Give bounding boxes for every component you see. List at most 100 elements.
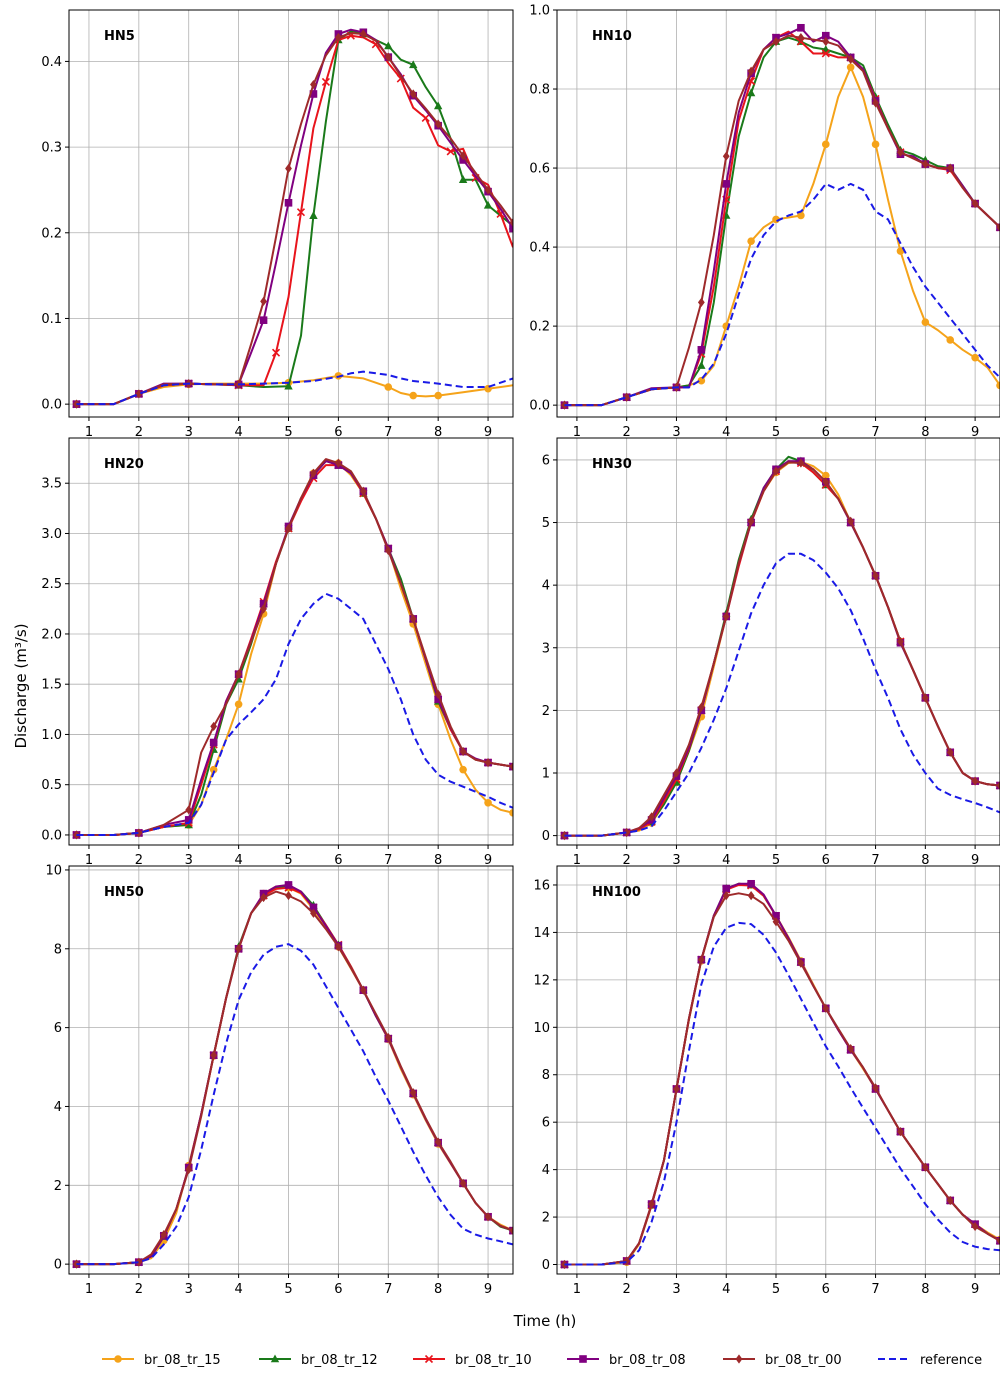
data-point-br_08_tr_15 bbox=[209, 765, 218, 774]
data-point-br_08_tr_00 bbox=[359, 985, 367, 995]
data-point-br_08_tr_00 bbox=[623, 392, 631, 402]
x-tick-label: 6 bbox=[822, 853, 830, 868]
data-point-br_08_tr_00 bbox=[921, 1162, 929, 1172]
y-tick-label: 0.0 bbox=[41, 828, 62, 843]
data-point-br_08_tr_00 bbox=[484, 185, 492, 195]
series-line-br_08_tr_00 bbox=[564, 34, 1000, 407]
x-tick-label: 8 bbox=[434, 1282, 442, 1297]
legend-item-br_08_tr_10: br_08_tr_10 bbox=[413, 1353, 532, 1368]
legend: br_08_tr_15 br_08_tr_12 br_08_tr_10 br_08_t… bbox=[102, 1353, 982, 1368]
y-tick-label: 2.5 bbox=[41, 577, 62, 592]
data-point-br_08_tr_15 bbox=[821, 471, 830, 480]
series-line-br_08_tr_12 bbox=[564, 36, 1000, 407]
x-tick-label: 7 bbox=[871, 1282, 879, 1297]
data-point-br_08_tr_15 bbox=[459, 765, 467, 774]
x-tick-label: 1 bbox=[85, 1282, 93, 1297]
legend-item-reference: reference bbox=[878, 1353, 982, 1368]
data-point-br_08_tr_08 bbox=[309, 90, 318, 98]
data-point-br_08_tr_00 bbox=[235, 944, 243, 954]
data-point-br_08_tr_00 bbox=[561, 400, 568, 410]
y-axis-label: Discharge (m³/s) bbox=[12, 623, 30, 748]
series-line-br_08_tr_12 bbox=[564, 882, 1000, 1266]
x-tick-label: 6 bbox=[334, 425, 342, 440]
series-line-br_08_tr_00 bbox=[76, 458, 513, 836]
data-point-br_08_tr_00 bbox=[648, 812, 655, 822]
y-tick-label: 0.0 bbox=[41, 398, 62, 413]
x-tick-label: 3 bbox=[185, 853, 193, 868]
data-point-br_08_tr_00 bbox=[484, 1212, 492, 1222]
data-point-br_08_tr_00 bbox=[334, 458, 342, 468]
x-tick-label: 6 bbox=[822, 425, 830, 440]
series-line-br_08_tr_10 bbox=[76, 34, 513, 406]
data-point-br_08_tr_12 bbox=[309, 211, 318, 219]
legend-item-br_08_tr_15: br_08_tr_15 bbox=[102, 1353, 221, 1368]
data-point-br_08_tr_08 bbox=[772, 912, 780, 920]
x-tick-label: 9 bbox=[971, 853, 979, 868]
chart-panel-hn10: 1 2 3 4 5 6 7 8 9 0.0 0.2 0.4 0.6 0.8 1.0 HN10 bbox=[529, 4, 1000, 440]
legend-item-br_08_tr_08: br_08_tr_08 bbox=[567, 1353, 686, 1368]
data-point-br_08_tr_00 bbox=[561, 1259, 568, 1270]
data-point-br_08_tr_00 bbox=[210, 1050, 218, 1060]
chart-panel-hn5: 1 2 3 4 5 6 7 8 9 0.0 0.1 0.2 0.3 0.4 HN5 bbox=[41, 9, 514, 440]
data-point-br_08_tr_10 bbox=[446, 147, 455, 156]
data-point-br_08_tr_00 bbox=[797, 33, 805, 43]
series-line-br_08_tr_08 bbox=[76, 28, 513, 406]
legend-marker bbox=[114, 1355, 122, 1363]
data-point-br_08_tr_00 bbox=[921, 159, 929, 169]
data-point-br_08_tr_00 bbox=[822, 37, 830, 47]
series-line-br_08_tr_15 bbox=[564, 882, 1000, 1266]
legend-label: br_08_tr_00 bbox=[765, 1353, 842, 1368]
data-point-br_08_tr_12 bbox=[697, 361, 706, 369]
plot-frame bbox=[556, 9, 1000, 418]
data-point-br_08_tr_00 bbox=[409, 89, 417, 99]
series-line-br_08_tr_10 bbox=[564, 460, 1000, 837]
data-point-br_08_tr_08 bbox=[284, 198, 293, 207]
data-point-br_08_tr_00 bbox=[310, 908, 317, 918]
plot-frame bbox=[68, 865, 514, 1275]
legend-label: br_08_tr_08 bbox=[609, 1353, 686, 1368]
data-point-br_08_tr_00 bbox=[996, 222, 1000, 232]
data-point-br_08_tr_10 bbox=[421, 113, 430, 123]
data-point-br_08_tr_00 bbox=[847, 1044, 855, 1054]
legend-marker bbox=[270, 1354, 280, 1363]
data-point-br_08_tr_00 bbox=[310, 79, 317, 90]
y-tick-label: 2 bbox=[542, 1211, 550, 1226]
data-point-br_08_tr_08 bbox=[284, 881, 293, 889]
y-tick-label: 0.5 bbox=[41, 778, 62, 793]
data-point-br_08_tr_00 bbox=[946, 747, 954, 757]
data-point-br_08_tr_00 bbox=[509, 1226, 513, 1236]
x-tick-label: 4 bbox=[234, 425, 242, 440]
x-axis-label: Time (h) bbox=[513, 1312, 577, 1330]
data-point-br_08_tr_00 bbox=[260, 892, 267, 903]
data-point-br_08_tr_12 bbox=[483, 200, 493, 209]
data-point-br_08_tr_15 bbox=[871, 140, 880, 149]
data-point-br_08_tr_00 bbox=[434, 1137, 442, 1147]
y-tick-label: 2.0 bbox=[41, 627, 62, 642]
data-point-br_08_tr_00 bbox=[722, 151, 730, 161]
data-point-br_08_tr_00 bbox=[260, 296, 267, 306]
x-tick-label: 8 bbox=[921, 425, 929, 440]
data-point-br_08_tr_12 bbox=[284, 381, 293, 390]
x-tick-label: 6 bbox=[334, 853, 342, 868]
data-point-br_08_tr_08 bbox=[309, 903, 318, 912]
data-point-br_08_tr_10 bbox=[821, 49, 830, 58]
data-point-br_08_tr_00 bbox=[996, 780, 1000, 791]
x-tick-label: 9 bbox=[484, 425, 492, 440]
legend-item-br_08_tr_00: br_08_tr_00 bbox=[723, 1353, 842, 1368]
data-point-br_08_tr_08 bbox=[509, 224, 513, 233]
data-point-br_08_tr_00 bbox=[971, 1221, 979, 1232]
data-point-br_08_tr_10 bbox=[271, 348, 281, 357]
y-tick-label: 0 bbox=[542, 829, 550, 844]
data-point-br_08_tr_00 bbox=[359, 486, 367, 496]
y-tick-label: 4 bbox=[54, 1100, 62, 1115]
data-point-br_08_tr_15 bbox=[971, 353, 979, 362]
x-tick-label: 5 bbox=[772, 853, 780, 868]
data-point-br_08_tr_15 bbox=[946, 336, 955, 344]
y-tick-label: 0.1 bbox=[41, 312, 62, 327]
y-tick-label: 0.8 bbox=[529, 83, 550, 98]
data-point-br_08_tr_10 bbox=[296, 208, 306, 217]
data-point-br_08_tr_08 bbox=[209, 738, 218, 747]
x-tick-label: 5 bbox=[284, 853, 292, 868]
x-tick-label: 7 bbox=[871, 853, 879, 868]
data-point-br_08_tr_00 bbox=[872, 98, 879, 108]
